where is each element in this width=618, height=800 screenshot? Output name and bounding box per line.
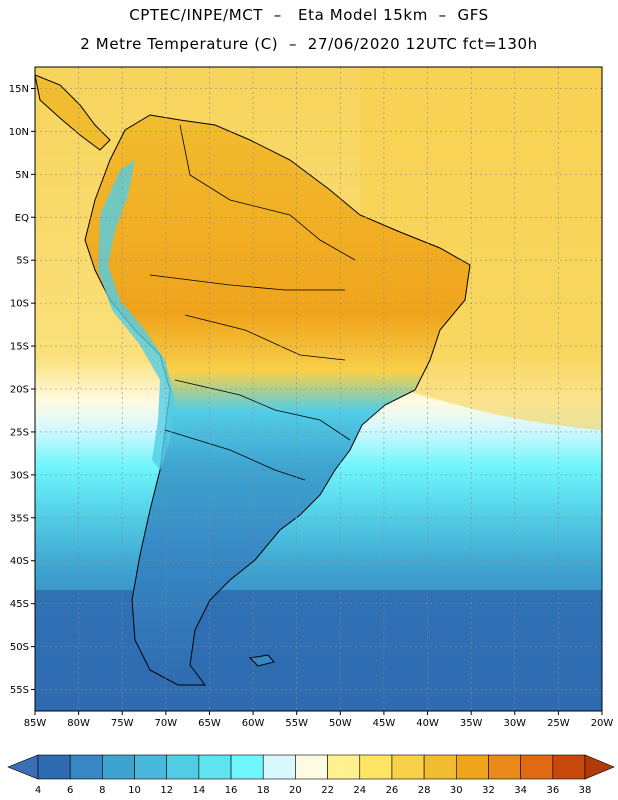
colorbar-swatch bbox=[359, 754, 393, 780]
temperature-colorbar: 4 6 8 10 12 14 16 18 20 22 24 26 28 30 32 34 36 38 bbox=[7, 754, 615, 796]
colorbar-tick-label: 22 bbox=[321, 785, 334, 796]
lat-label: 25S bbox=[10, 427, 29, 438]
falkland-islands bbox=[248, 654, 275, 667]
lon-label: 55W bbox=[285, 718, 308, 729]
colorbar-swatch bbox=[295, 754, 328, 780]
lat-label: 50S bbox=[10, 642, 29, 653]
colorbar-swatch bbox=[37, 754, 71, 780]
colorbar-swatch bbox=[327, 754, 361, 780]
lon-label: 30W bbox=[503, 718, 526, 729]
colorbar-tick-label: 4 bbox=[35, 785, 41, 796]
colorbar-swatch bbox=[423, 754, 457, 780]
colorbar-tick-label: 34 bbox=[514, 785, 527, 796]
colorbar-swatch bbox=[230, 754, 264, 780]
lat-label: 55S bbox=[10, 685, 29, 696]
colorbar-swatch bbox=[166, 754, 200, 780]
lon-label: 20W bbox=[591, 718, 614, 729]
lat-label: 30S bbox=[10, 470, 29, 481]
lat-label: 40S bbox=[10, 556, 29, 567]
map-plot-area bbox=[35, 67, 602, 711]
colorbar-swatch bbox=[134, 754, 168, 780]
colorbar-tick-label: 10 bbox=[128, 785, 141, 796]
latitude-axis-labels: 15N 10N 5N EQ 5S 10S 15S 20S 25S 30S 35S 40S 45S 50S 5… bbox=[9, 84, 35, 696]
colorbar-tick-label: 32 bbox=[482, 785, 495, 796]
colorbar-tick-label: 6 bbox=[67, 785, 73, 796]
lon-label: 50W bbox=[329, 718, 352, 729]
map-title-line-2: 2 Metre Temperature (C) – 27/06/2020 12U… bbox=[80, 35, 538, 53]
lat-label: 20S bbox=[10, 385, 29, 396]
lon-label: 45W bbox=[373, 718, 396, 729]
lat-label: 10N bbox=[9, 127, 29, 138]
colorbar-tick-label: 26 bbox=[386, 785, 399, 796]
colorbar-swatch bbox=[69, 754, 103, 780]
colorbar-tick-label: 24 bbox=[353, 785, 366, 796]
lat-label: 15N bbox=[9, 84, 29, 95]
map-title-line-1: CPTEC/INPE/MCT – Eta Model 15km – GFS bbox=[129, 6, 489, 24]
lat-label: 5S bbox=[16, 256, 29, 267]
lat-label: 10S bbox=[10, 299, 29, 310]
colorbar-swatch bbox=[391, 754, 425, 780]
lon-label: 85W bbox=[24, 718, 47, 729]
lat-label: 35S bbox=[10, 513, 29, 524]
colorbar-tick-label: 36 bbox=[546, 785, 559, 796]
graticule-grid bbox=[35, 67, 602, 711]
lon-label: 65W bbox=[198, 718, 221, 729]
lat-label: 45S bbox=[10, 599, 29, 610]
lat-label: 5N bbox=[15, 170, 29, 181]
colorbar-max-arrow bbox=[584, 754, 615, 780]
lon-label: 25W bbox=[547, 718, 570, 729]
colorbar-swatch bbox=[520, 754, 554, 780]
longitude-axis-labels: 85W 80W 75W 70W 65W 60W 55W 50W 45W 40W 35W 30W 25W 2… bbox=[24, 711, 614, 729]
colorbar-tick-label: 28 bbox=[418, 785, 431, 796]
colorbar-tick-label: 8 bbox=[99, 785, 105, 796]
lat-label: EQ bbox=[15, 213, 29, 224]
colorbar-tick-label: 16 bbox=[225, 785, 238, 796]
colorbar-tick-label: 30 bbox=[450, 785, 463, 796]
andes-cold-strip bbox=[98, 160, 175, 470]
lon-label: 40W bbox=[416, 718, 439, 729]
colorbar-swatch bbox=[262, 754, 296, 780]
southern-ocean-cold-band bbox=[35, 590, 602, 711]
colorbar-tick-label: 38 bbox=[579, 785, 592, 796]
lon-label: 70W bbox=[155, 718, 178, 729]
colorbar-swatch bbox=[455, 754, 489, 780]
colorbar-swatch bbox=[102, 754, 135, 780]
lon-label: 75W bbox=[111, 718, 134, 729]
colorbar-swatch bbox=[552, 754, 586, 780]
colorbar-swatch bbox=[198, 754, 232, 780]
lat-label: 15S bbox=[10, 342, 29, 353]
lon-label: 60W bbox=[242, 718, 265, 729]
colorbar-min-arrow bbox=[7, 754, 39, 780]
colorbar-tick-label: 12 bbox=[160, 785, 173, 796]
colorbar-tick-label: 18 bbox=[257, 785, 270, 796]
lon-label: 35W bbox=[460, 718, 483, 729]
lon-label: 80W bbox=[67, 718, 90, 729]
colorbar-tick-label: 20 bbox=[289, 785, 302, 796]
colorbar-tick-label: 14 bbox=[193, 785, 206, 796]
colorbar-swatch bbox=[488, 754, 521, 780]
